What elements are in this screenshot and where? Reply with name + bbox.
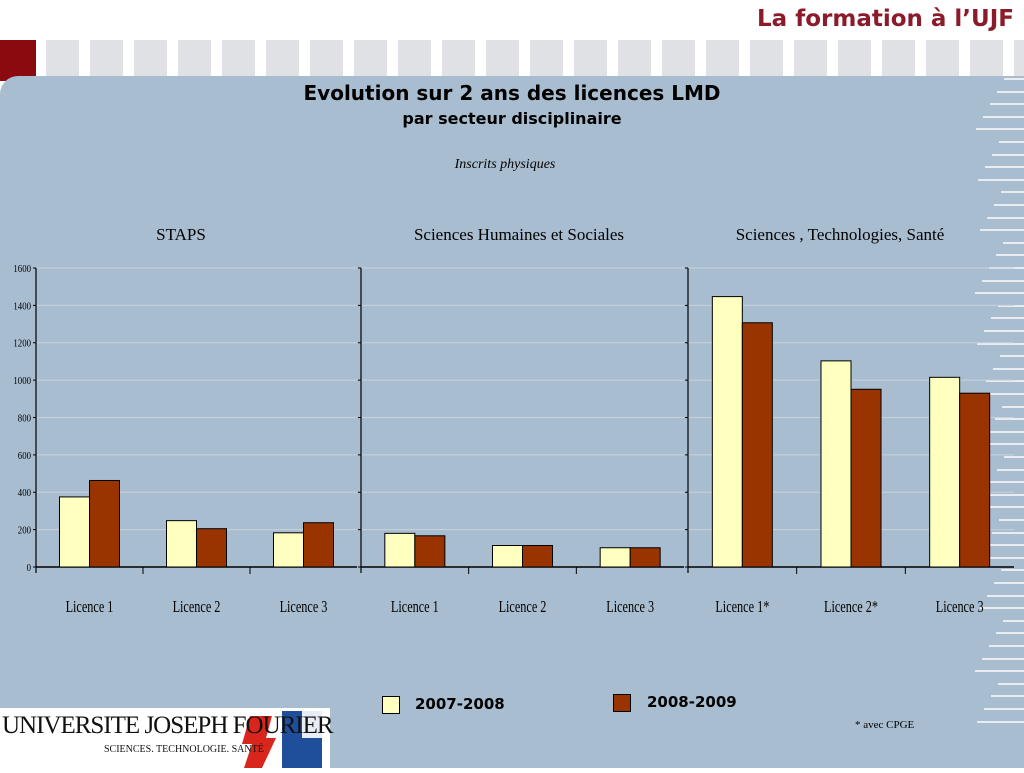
logo-university-name: UNIVERSITE JOSEPH FOURIER bbox=[2, 712, 334, 739]
bar-2007-2008 bbox=[166, 520, 197, 568]
logo-tagline: SCIENCES. TECHNOLOGIE. SANTÉ bbox=[104, 744, 264, 755]
y-tick-label: 600 bbox=[18, 450, 31, 462]
chart-note: Inscrits physiques bbox=[454, 157, 556, 172]
panel-title: Sciences Humaines et Sociales bbox=[414, 225, 624, 244]
bar-2008-2009 bbox=[959, 392, 991, 568]
bar-2008-2009 bbox=[196, 528, 227, 568]
panel-title: Sciences , Technologies, Santé bbox=[736, 225, 945, 244]
bar-2007-2008 bbox=[599, 547, 631, 568]
bar-2008-2009 bbox=[850, 388, 882, 568]
bar-2007-2008 bbox=[711, 296, 743, 568]
legend-swatch-2007-2008 bbox=[382, 696, 400, 714]
bar-2007-2008 bbox=[59, 496, 90, 568]
x-tick-label: Licence 3 bbox=[606, 598, 654, 616]
x-tick-label: Licence 2 bbox=[499, 598, 547, 616]
bar-2007-2008 bbox=[820, 360, 852, 568]
y-tick-label: 200 bbox=[18, 525, 31, 537]
university-logo bbox=[0, 708, 330, 768]
decorative-stripe-band bbox=[40, 40, 1024, 78]
chart-title: Evolution sur 2 ans des licences LMD bbox=[303, 81, 721, 105]
decorative-right-lines bbox=[974, 78, 1024, 738]
y-tick-label: 1600 bbox=[13, 263, 31, 275]
x-tick-label: Licence 1 bbox=[66, 598, 114, 616]
bar-2008-2009 bbox=[741, 322, 773, 568]
bar-2008-2009 bbox=[303, 522, 334, 568]
page-header-title: La formation à l’UJF bbox=[757, 6, 1014, 32]
y-tick-label: 400 bbox=[18, 487, 31, 499]
y-tick-label: 1200 bbox=[13, 338, 31, 350]
x-tick-label: Licence 1* bbox=[715, 598, 769, 616]
y-tick-label: 1000 bbox=[13, 375, 31, 387]
red-corner-block bbox=[0, 40, 36, 81]
y-tick-label: 0 bbox=[27, 562, 31, 574]
bar-2007-2008 bbox=[492, 545, 523, 568]
bar-2007-2008 bbox=[384, 532, 416, 568]
y-tick-label: 800 bbox=[18, 413, 31, 425]
bar-2008-2009 bbox=[89, 479, 120, 568]
bar-2008-2009 bbox=[629, 547, 661, 568]
footnote: * avec CPGE bbox=[855, 719, 915, 731]
chart-subtitle: par secteur disciplinaire bbox=[402, 109, 622, 128]
y-tick-label: 1400 bbox=[13, 301, 31, 313]
bar-2007-2008 bbox=[273, 532, 304, 568]
x-tick-label: Licence 3 bbox=[936, 598, 984, 616]
chart-panel-1: STAPS 0 200 400 600 800 1000 1200 1400 1600 Licenc… bbox=[13, 225, 357, 617]
bar-2008-2009 bbox=[414, 535, 446, 568]
legend-label-2008-2009: 2008-2009 bbox=[647, 693, 737, 711]
chart-panel-3: Sciences , Technologies, Santé Licence 1*… bbox=[685, 225, 1014, 617]
legend-swatch-2008-2009 bbox=[613, 694, 631, 712]
x-tick-label: Licence 2 bbox=[173, 598, 221, 616]
legend-label-2007-2008: 2007-2008 bbox=[415, 695, 505, 713]
bar-2007-2008 bbox=[929, 376, 961, 568]
chart-panel-2: Sciences Humaines et Sociales Licence 1 Li… bbox=[358, 225, 684, 617]
x-tick-label: Licence 1 bbox=[391, 598, 439, 616]
panel-title: STAPS bbox=[156, 225, 206, 244]
bar-2008-2009 bbox=[522, 545, 553, 568]
x-tick-label: Licence 3 bbox=[280, 598, 328, 616]
x-tick-label: Licence 2* bbox=[824, 598, 878, 616]
